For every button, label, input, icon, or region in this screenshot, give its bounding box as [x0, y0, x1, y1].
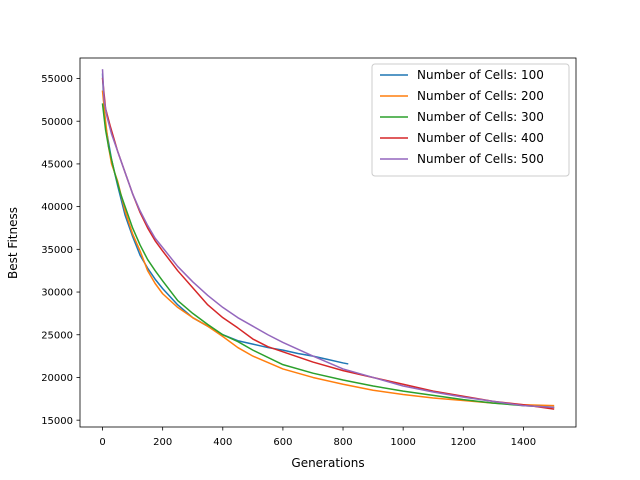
- y-tick-label: 30000: [41, 288, 73, 299]
- y-tick-label: 50000: [41, 117, 73, 128]
- y-tick-label: 40000: [41, 202, 73, 213]
- y-tick-label: 35000: [41, 245, 73, 256]
- legend: Number of Cells: 100 Number of Cells: 200…: [371, 63, 570, 177]
- series-layer: [101, 69, 555, 410]
- series-line-3: [101, 103, 555, 409]
- x-tick-label: 200: [153, 437, 172, 448]
- tick-layer: 0 200 400 600 800 1000 1200 1400 15000 20000 25000…: [41, 74, 536, 448]
- y-tick-label: 15000: [41, 416, 73, 427]
- y-tick-label: 55000: [41, 74, 73, 85]
- y-tick-label: 25000: [41, 330, 73, 341]
- legend-label-3: Number of Cells: 300: [417, 110, 544, 124]
- x-tick-label: 1400: [511, 437, 536, 448]
- x-tick-label: 400: [213, 437, 232, 448]
- plot-border: [79, 57, 577, 428]
- x-tick-label: 800: [333, 437, 352, 448]
- x-axis-label: Generations: [291, 456, 364, 470]
- legend-label-4: Number of Cells: 400: [417, 131, 544, 145]
- y-tick-label: 45000: [41, 160, 73, 171]
- series-line-5: [101, 69, 555, 409]
- legend-label-1: Number of Cells: 100: [417, 68, 544, 82]
- legend-label-5: Number of Cells: 500: [417, 152, 544, 166]
- x-tick-label: 1200: [451, 437, 476, 448]
- y-axis-label: Best Fitness: [6, 207, 20, 279]
- legend-label-2: Number of Cells: 200: [417, 89, 544, 103]
- x-tick-label: 1000: [390, 437, 415, 448]
- x-tick-label: 0: [99, 437, 105, 448]
- y-tick-label: 20000: [41, 373, 73, 384]
- legend-box: [371, 63, 570, 177]
- x-tick-label: 600: [273, 437, 292, 448]
